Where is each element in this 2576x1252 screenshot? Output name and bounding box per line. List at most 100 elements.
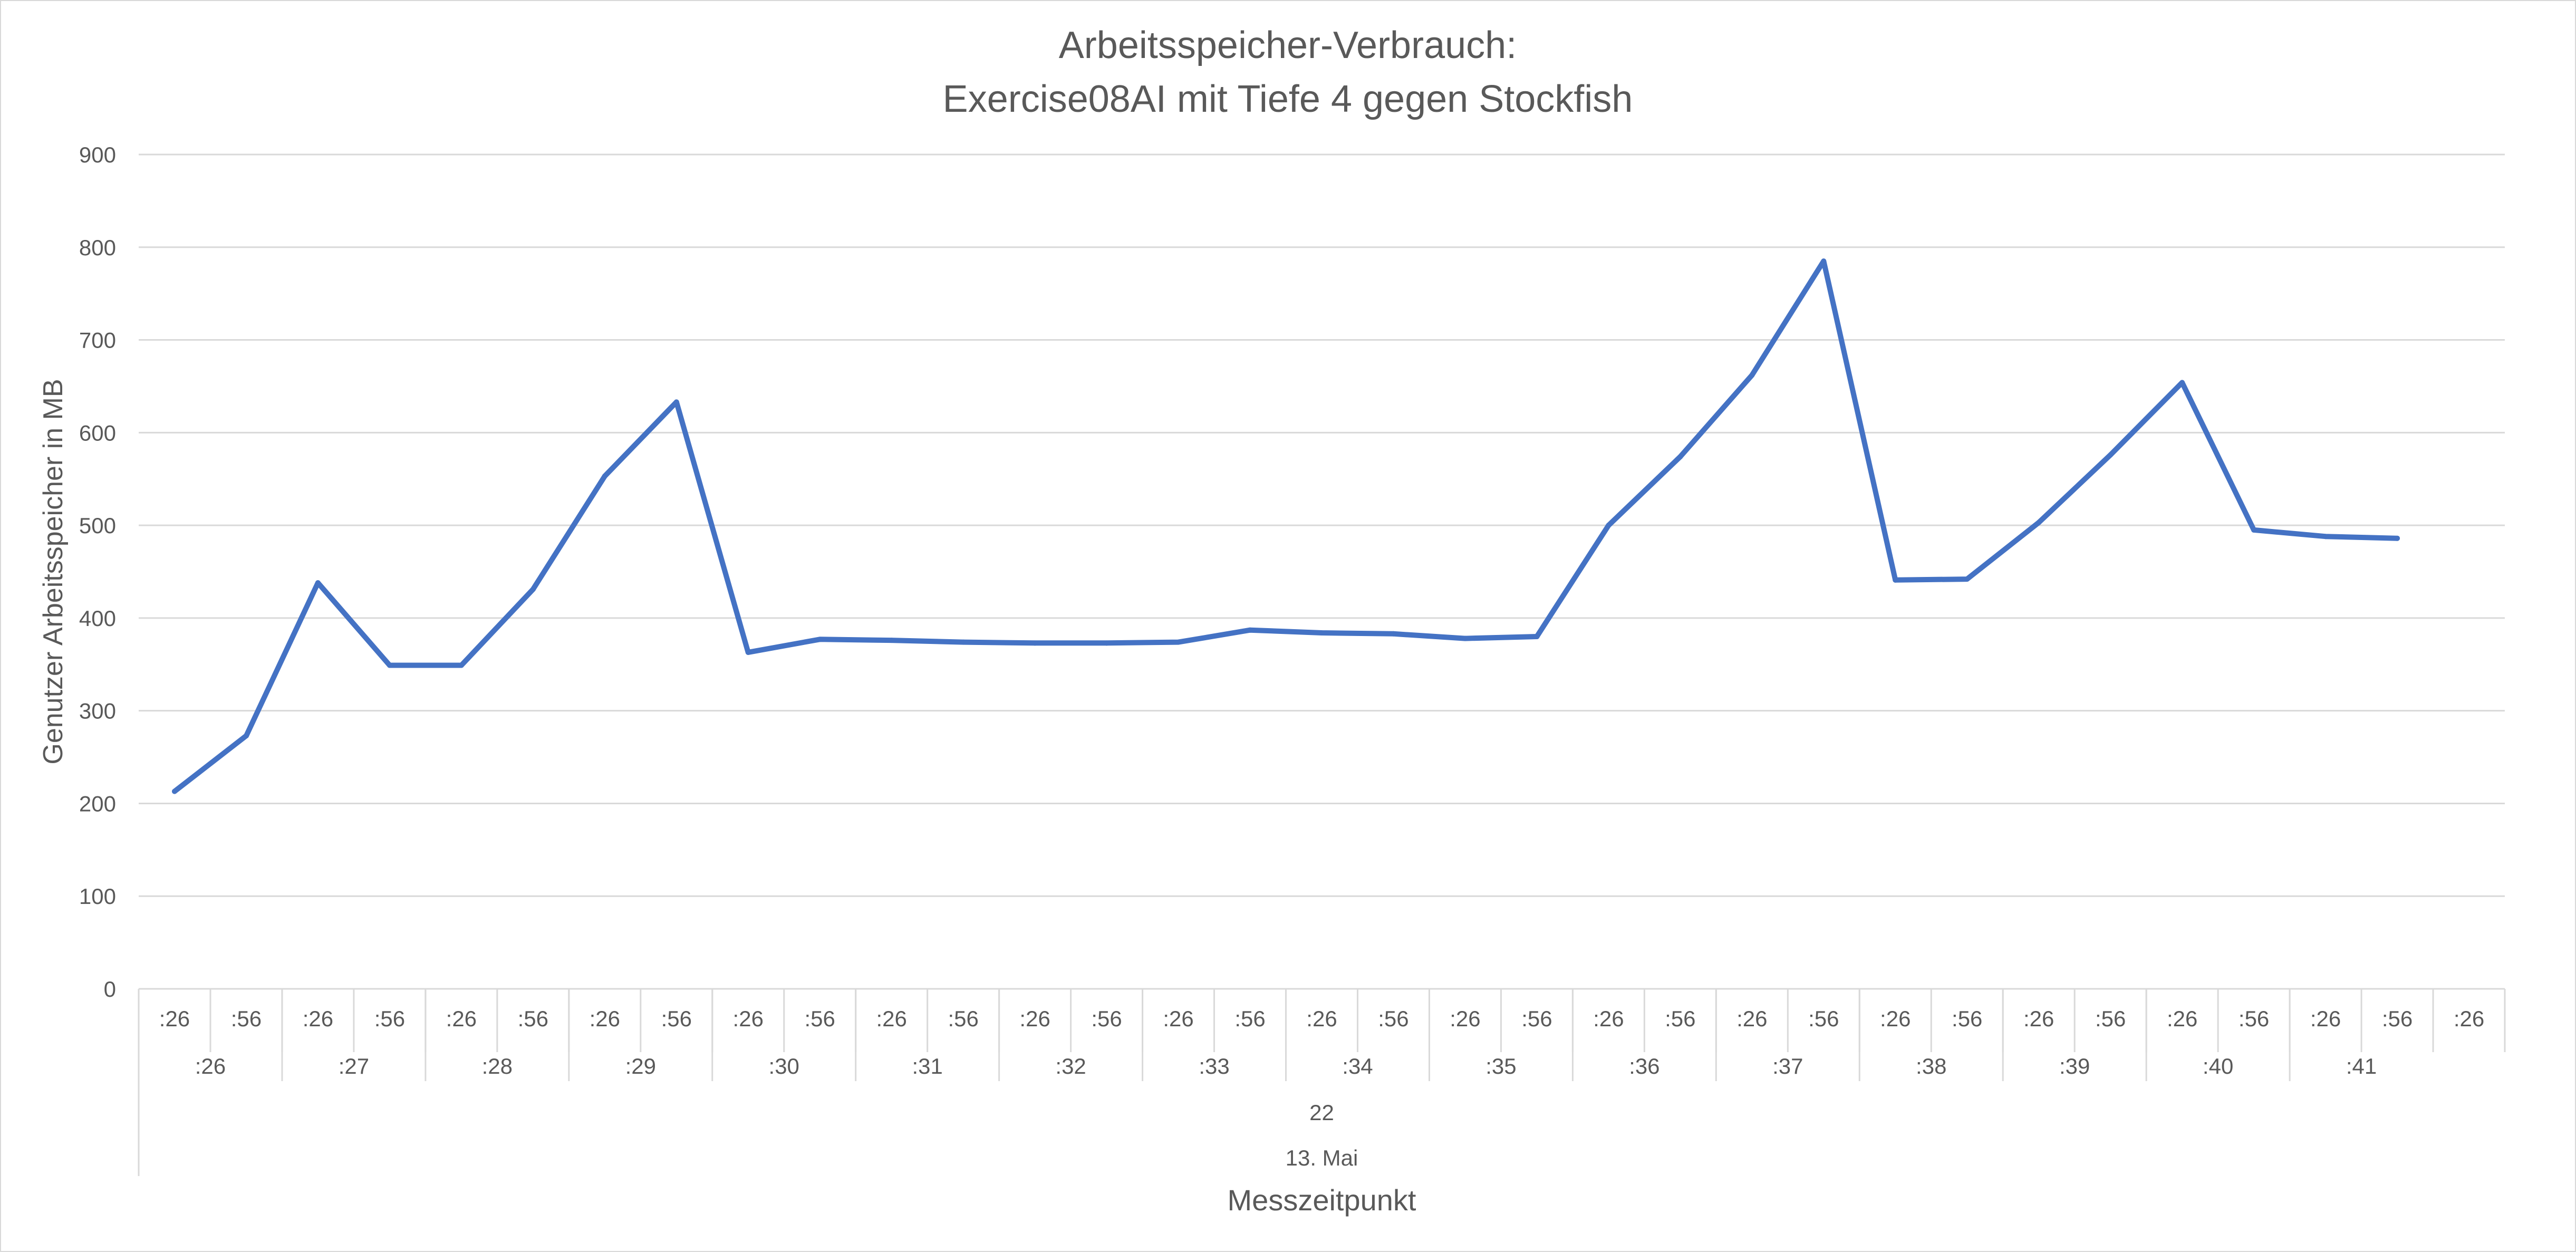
x-tick-label-second: :26	[876, 1006, 906, 1031]
y-tick-label: 400	[79, 606, 116, 631]
data-point	[1821, 258, 1827, 264]
x-tick-label-minute: :38	[1916, 1054, 1946, 1078]
x-tick-label-second: :56	[948, 1006, 978, 1031]
x-tick-label-second: :26	[159, 1006, 190, 1031]
x-axis-categories: :26:56:26:56:26:56:26:56:26:56:26:56:26:…	[138, 989, 2506, 1176]
x-tick-label-second: :26	[2023, 1006, 2054, 1031]
y-tick-label: 800	[79, 235, 116, 260]
x-tick-label-minute: :33	[1199, 1054, 1229, 1078]
data-point	[673, 399, 679, 405]
x-tick-label-minute: :39	[2059, 1054, 2090, 1078]
series-line-1	[172, 258, 2400, 794]
data-point	[387, 662, 392, 668]
data-point	[1677, 454, 1683, 460]
x-tick-label-minute: :35	[1485, 1054, 1516, 1078]
x-tick-label-second: :26	[2167, 1006, 2197, 1031]
x-axis-label: Messzeitpunkt	[1228, 1183, 1416, 1217]
y-tick-label: 0	[104, 977, 116, 1001]
x-tick-label-second: :56	[1521, 1006, 1552, 1031]
data-point	[2251, 527, 2257, 533]
x-tick-label-minute: :31	[912, 1054, 942, 1078]
chart-title: Arbeitsspeicher-Verbrauch: Exercise08AI m…	[943, 24, 1633, 120]
x-tick-label-second: :26	[1880, 1006, 1911, 1031]
data-point	[1319, 630, 1325, 636]
data-point	[243, 733, 249, 739]
x-tick-label-minute: :29	[625, 1054, 656, 1078]
x-tick-label-date: 13. Mai	[1286, 1145, 1358, 1170]
data-point	[745, 649, 751, 655]
data-point	[1247, 627, 1253, 633]
x-tick-label-second: :26	[1736, 1006, 1767, 1031]
x-tick-label-second: :56	[518, 1006, 548, 1031]
data-point	[458, 662, 464, 668]
data-point	[1104, 640, 1109, 646]
data-point	[171, 788, 177, 794]
y-tick-label: 700	[79, 328, 116, 353]
y-tick-label: 900	[79, 142, 116, 167]
data-point	[315, 580, 321, 586]
x-tick-label-second: :26	[2454, 1006, 2484, 1031]
x-tick-label-minute: :28	[482, 1054, 513, 1078]
x-tick-label-minute: :36	[1629, 1054, 1660, 1078]
data-point	[2395, 535, 2400, 541]
x-tick-label-second: :26	[590, 1006, 620, 1031]
data-point	[960, 639, 966, 645]
x-tick-label-second: :26	[1019, 1006, 1050, 1031]
data-point	[2179, 380, 2185, 386]
data-point	[1462, 635, 1468, 641]
series-lines	[171, 258, 2400, 794]
x-tick-label-minute: :34	[1342, 1054, 1373, 1078]
data-point	[1175, 639, 1181, 645]
x-tick-label-second: :56	[1234, 1006, 1265, 1031]
y-tick-label: 600	[79, 420, 116, 445]
x-tick-label-second: :56	[374, 1006, 405, 1031]
x-tick-label-second: :56	[1378, 1006, 1408, 1031]
x-tick-label-second: :56	[2239, 1006, 2269, 1031]
x-tick-label-hour: 22	[1309, 1100, 1334, 1125]
data-point	[530, 586, 536, 592]
chart-title-line-1: Arbeitsspeicher-Verbrauch:	[1059, 24, 1517, 66]
x-tick-label-second: :26	[2310, 1006, 2341, 1031]
x-tick-label-second: :26	[1306, 1006, 1337, 1031]
data-point	[1391, 631, 1396, 637]
x-tick-label-minute: :41	[2346, 1054, 2377, 1078]
x-tick-label-second: :56	[1665, 1006, 1695, 1031]
x-tick-label-second: :26	[1450, 1006, 1480, 1031]
x-tick-label-second: :56	[2095, 1006, 2126, 1031]
y-tick-label: 200	[79, 791, 116, 816]
x-tick-label-minute: :26	[195, 1054, 226, 1078]
x-tick-label-second: :56	[805, 1006, 835, 1031]
data-point	[889, 638, 894, 643]
x-tick-label-second: :56	[1808, 1006, 1839, 1031]
data-point	[602, 473, 607, 479]
data-point	[2323, 534, 2329, 540]
x-tick-label-second: :26	[1593, 1006, 1624, 1031]
x-tick-label-second: :26	[1163, 1006, 1193, 1031]
y-tick-label: 500	[79, 513, 116, 538]
chart-title-line-2: Exercise08AI mit Tiefe 4 gegen Stockfish	[943, 78, 1633, 120]
x-tick-label-second: :26	[733, 1006, 764, 1031]
data-point	[2108, 452, 2114, 458]
x-tick-label-minute: :27	[339, 1054, 369, 1078]
x-tick-label-second: :56	[1952, 1006, 1982, 1031]
x-tick-label-minute: :32	[1055, 1054, 1086, 1078]
x-tick-label-second: :26	[303, 1006, 333, 1031]
y-tick-label: 300	[79, 699, 116, 724]
x-tick-label-second: :56	[2382, 1006, 2413, 1031]
data-point	[1964, 576, 1970, 582]
data-point	[817, 637, 823, 642]
y-axis-label: Genutzer Arbeitsspeicher in MB	[38, 379, 69, 764]
data-point	[1893, 577, 1898, 583]
gridlines	[139, 153, 2505, 990]
data-point	[1534, 634, 1540, 640]
x-tick-label-second: :26	[446, 1006, 477, 1031]
y-axis-tick-labels: 0 100 200 300 400 500 600 700 800 900	[79, 142, 116, 1001]
data-point	[1749, 372, 1755, 378]
x-tick-label-minute: :30	[769, 1054, 799, 1078]
x-tick-label-second: :56	[231, 1006, 262, 1031]
x-tick-label-second: :56	[1091, 1006, 1122, 1031]
data-point	[2036, 519, 2042, 525]
data-point	[1606, 523, 1612, 528]
x-tick-label-minute: :37	[1772, 1054, 1803, 1078]
